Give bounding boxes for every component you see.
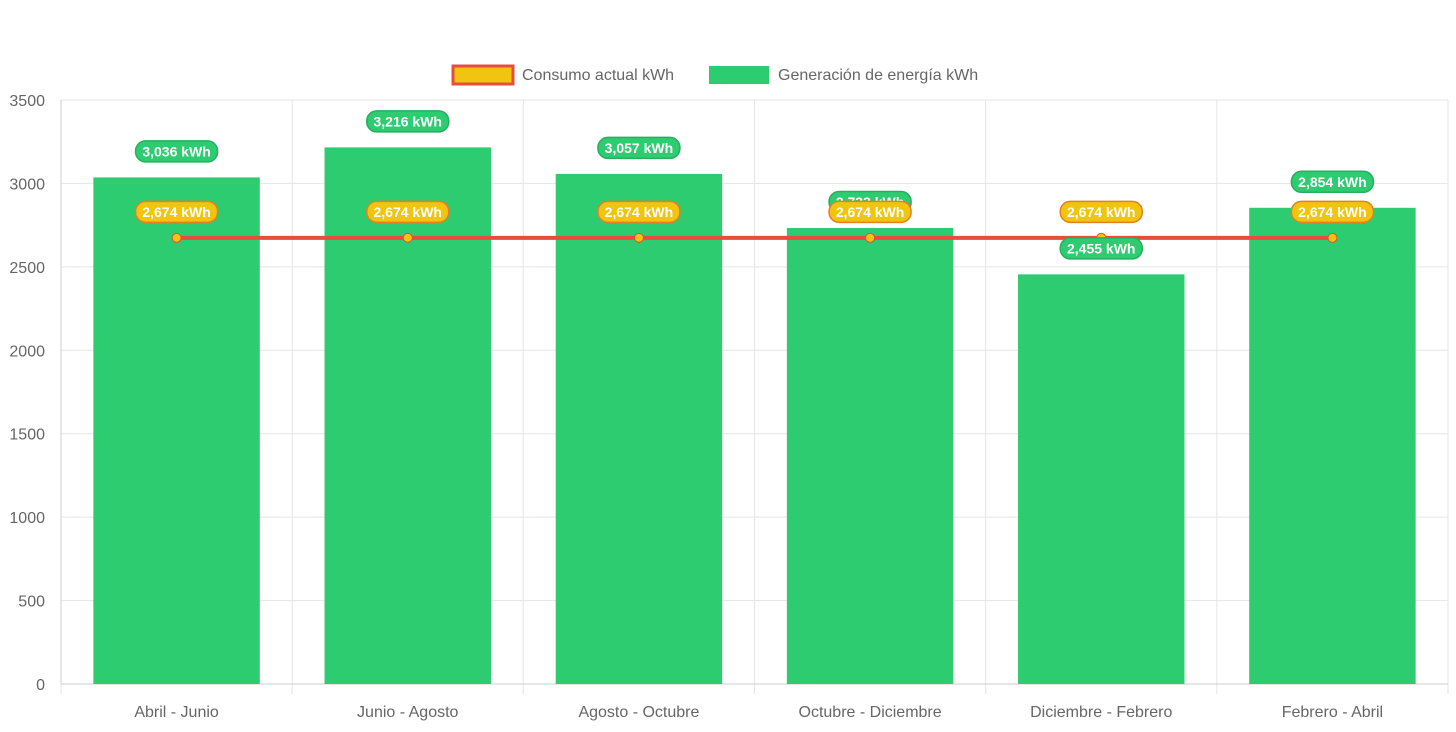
line-data-label-text: 2,674 kWh	[374, 204, 442, 220]
bar-data-label-bg	[1059, 237, 1143, 260]
generation-bars	[93, 147, 1416, 685]
bar-data-label-text: 3,216 kWh	[374, 113, 442, 129]
line-data-label: 2,674 kWh	[1290, 200, 1375, 224]
x-axis-ticks: Abril - Junio Junio - Agosto Agosto - Octu…	[134, 704, 1383, 721]
y-tick-label: 0	[36, 677, 45, 694]
generation-bar	[786, 227, 954, 684]
consumption-point	[865, 232, 876, 243]
generation-bar	[93, 177, 260, 685]
legend-item-generacion[interactable]: Generación de energía kWh	[709, 66, 978, 84]
generation-bar	[1249, 207, 1416, 684]
consumption-point	[1327, 232, 1338, 243]
y-axis-ticks: 0 500 1000 1500 2000 2500 3000 3500	[9, 93, 45, 694]
bar-data-label-text: 3,057 kWh	[605, 140, 673, 156]
line-data-label-bg	[828, 200, 912, 224]
line-data-label-bg	[366, 200, 450, 224]
line-data-label: 2,674 kWh	[1059, 200, 1143, 224]
line-data-label: 2,674 kWh	[828, 200, 912, 224]
y-tick-label: 3000	[9, 176, 45, 193]
bar-data-label: 3,057 kWh	[597, 136, 681, 160]
bar-data-label-bg	[134, 140, 219, 163]
x-tick-label: Junio - Agosto	[357, 704, 459, 721]
y-tick-label: 2500	[9, 260, 45, 277]
bar-data-label-text: 2,455 kWh	[1067, 240, 1135, 256]
generation-bar	[555, 173, 723, 684]
consumption-point	[633, 232, 644, 243]
line-data-label-text: 2,674 kWh	[1067, 204, 1135, 220]
line-data-label-bg	[1059, 200, 1143, 224]
y-tick-label: 500	[18, 594, 45, 611]
bar-data-label: 3,216 kWh	[366, 110, 450, 133]
bar-data-label: 2,455 kWh	[1059, 237, 1143, 260]
line-data-label-text: 2,674 kWh	[836, 204, 904, 220]
bar-data-label: 2,854 kWh	[1290, 170, 1375, 194]
legend-swatch-consumo	[451, 64, 515, 86]
x-tick-label: Abril - Junio	[134, 704, 219, 721]
line-data-label: 2,674 kWh	[134, 200, 219, 224]
y-tick-label: 2000	[9, 343, 45, 360]
x-tick-label: Agosto - Octubre	[578, 704, 699, 721]
y-tick-label: 3500	[9, 93, 45, 110]
legend-label-generacion: Generación de energía kWh	[778, 67, 978, 84]
line-data-label-bg	[597, 200, 681, 224]
legend-item-consumo[interactable]: Consumo actual kWh	[451, 64, 674, 86]
x-tick-label: Febrero - Abril	[1282, 704, 1383, 721]
x-tick-label: Diciembre - Febrero	[1030, 704, 1172, 721]
bar-data-label: 3,036 kWh	[134, 140, 219, 163]
bar-data-label-bg	[597, 136, 681, 160]
line-data-label-bg	[1290, 200, 1375, 224]
legend-swatch-generacion	[709, 66, 769, 84]
line-data-label: 2,674 kWh	[366, 200, 450, 224]
generation-bar	[324, 147, 491, 684]
bar-data-label-bg	[1290, 170, 1375, 194]
legend: Consumo actual kWh Generación de energía…	[451, 64, 978, 86]
consumption-point	[171, 232, 182, 243]
line-data-label-text: 2,674 kWh	[1298, 204, 1366, 220]
line-data-label-text: 2,674 kWh	[605, 204, 673, 220]
grid	[60, 99, 1449, 694]
line-data-label: 2,674 kWh	[597, 200, 681, 224]
legend-label-consumo: Consumo actual kWh	[522, 67, 674, 84]
generation-bar	[1018, 274, 1185, 684]
y-tick-label: 1000	[9, 510, 45, 527]
line-data-label-text: 2,674 kWh	[142, 204, 210, 220]
bar-data-label-text: 3,036 kWh	[142, 143, 210, 159]
y-tick-label: 1500	[9, 427, 45, 444]
bar-data-label-bg	[366, 110, 450, 133]
x-tick-label: Octubre - Diciembre	[799, 704, 942, 721]
bar-data-label-text: 2,854 kWh	[1298, 174, 1366, 190]
line-data-label-bg	[134, 200, 219, 224]
consumption-point	[402, 232, 413, 243]
